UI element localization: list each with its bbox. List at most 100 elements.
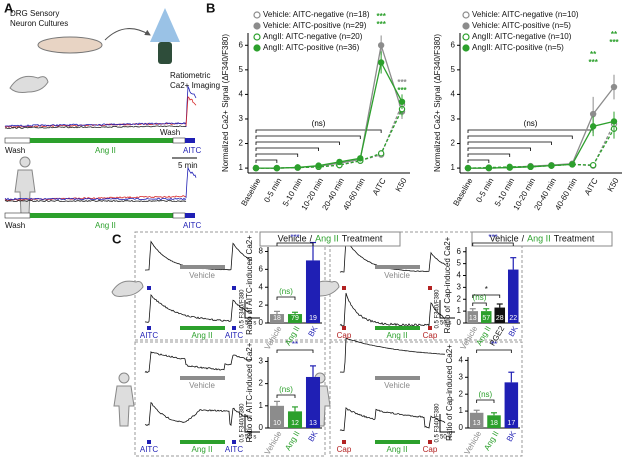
n-label: 28: [496, 315, 504, 322]
stimulus: [428, 326, 432, 330]
y-tick-label: 1: [259, 401, 264, 410]
x-tick-label: BK: [306, 429, 319, 443]
n-label: 57: [482, 315, 490, 322]
marker: [377, 150, 385, 157]
y-tick-label: 1: [459, 406, 464, 415]
trace: [4, 125, 187, 129]
legend-marker: [462, 22, 470, 30]
bracket: [476, 399, 495, 403]
human-icon: [113, 372, 135, 427]
trace: [4, 199, 187, 203]
marker: [610, 118, 618, 125]
y-tick-label: 6: [457, 247, 462, 256]
marker: [252, 164, 260, 172]
marker: [589, 123, 597, 130]
legend-label: AngII: AITC-negative (n=10): [472, 32, 572, 41]
trace: [185, 95, 197, 127]
y-tick-label: 5: [239, 65, 244, 74]
bracket: [476, 349, 512, 353]
bracket: [276, 394, 296, 398]
y-tick-label: 0: [259, 423, 264, 432]
legend-label: Vehicle: AITC-negative (n=10): [472, 10, 579, 19]
y-tick-label: 3: [459, 372, 464, 381]
x-tick-label: K50: [394, 176, 409, 193]
y-tick-label: 3: [451, 114, 456, 123]
label: Wash: [160, 128, 180, 137]
y-tick-label: 3: [239, 114, 244, 123]
annotation: (ns): [473, 293, 487, 302]
x-tick-label: AITC: [371, 176, 388, 196]
treatment-bar: [180, 265, 225, 269]
stimulus: [147, 286, 151, 290]
x-axis-label-part: Ang II: [315, 234, 339, 244]
bar: [469, 412, 484, 428]
line: [256, 103, 403, 169]
bar: [467, 311, 479, 323]
treatment-bar: [375, 265, 420, 269]
stimulus: [147, 440, 151, 444]
panel-frame: [134, 231, 326, 341]
scale-label: 0.5 F340/F380: [435, 289, 441, 329]
annotation: ***: [488, 233, 497, 242]
x-tick-label: Ang II: [482, 430, 500, 453]
stimulus: [342, 286, 346, 290]
n-label: 13: [469, 315, 477, 322]
n-label: 12: [291, 420, 299, 427]
bar: [269, 405, 285, 428]
bracket: [467, 147, 531, 151]
marker: [294, 164, 301, 171]
line: [468, 123, 615, 169]
trace: [339, 292, 446, 328]
trace: [144, 294, 253, 323]
annotation: *: [485, 285, 488, 294]
bracket: [255, 129, 382, 133]
light-cone: [150, 8, 180, 42]
bracket: [255, 153, 299, 157]
n-label: 18: [490, 420, 498, 427]
bar: [504, 382, 519, 428]
line: [468, 120, 615, 169]
y-tick-label: 1: [457, 306, 462, 315]
arrow: [104, 28, 151, 41]
trace-label: Cap: [337, 331, 352, 340]
x-axis-label-part: Treatment: [342, 234, 383, 244]
marker: [569, 161, 576, 168]
trace-label: Ang II: [192, 445, 213, 454]
treatment-bar: [375, 376, 420, 380]
annotation: (ns): [478, 390, 492, 399]
bracket: [467, 153, 511, 157]
bracket: [472, 294, 501, 298]
mouse-icon: [111, 280, 144, 297]
y-tick-label: 2: [259, 300, 264, 309]
wash-bar: [4, 212, 31, 219]
n-label: 13: [309, 420, 317, 427]
panel-letter: B: [206, 0, 215, 15]
x-tick-label: Vehicle: [263, 429, 284, 456]
annotation: (ns): [524, 119, 538, 128]
legend-label: AngII: AITC-positive (n=36): [263, 43, 360, 52]
legend-marker: [462, 44, 470, 52]
aitc-bar: [185, 213, 195, 218]
stimulus: [147, 326, 151, 330]
bracket: [472, 302, 487, 306]
annotation: (ns): [279, 287, 293, 296]
x-axis-label-part: Ang II: [527, 234, 551, 244]
panel-letter: A: [4, 0, 14, 15]
x-tick-label: Baseline: [451, 176, 474, 208]
y-tick-label: 4: [239, 90, 244, 99]
x-axis-label: Vehicle / Ang II Treatment: [490, 234, 595, 244]
y-tick-label: 5: [451, 65, 456, 74]
scale-bar: [439, 414, 455, 433]
marker: [589, 110, 597, 118]
bar: [305, 376, 321, 428]
x-tick-label: Vehicle: [463, 429, 484, 456]
bracket: [467, 135, 573, 139]
label: 5 min: [178, 161, 198, 170]
y-tick-label: 4: [451, 90, 456, 99]
bracket: [467, 129, 594, 133]
scale-label: 50 s: [245, 435, 256, 441]
scale-label: 50 s: [245, 321, 256, 327]
bar: [287, 314, 303, 323]
dish: [37, 36, 103, 54]
annotation: (ns): [279, 385, 293, 394]
